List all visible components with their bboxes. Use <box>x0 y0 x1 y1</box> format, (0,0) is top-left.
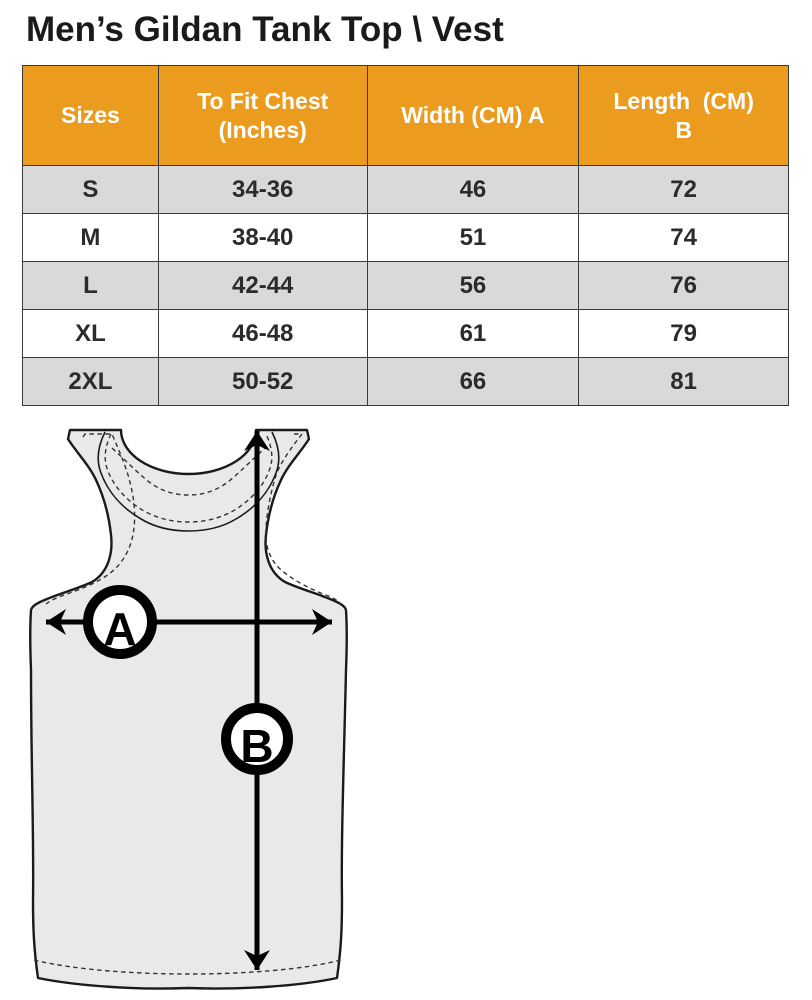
svg-text:B: B <box>240 720 273 772</box>
svg-text:A: A <box>103 603 136 655</box>
